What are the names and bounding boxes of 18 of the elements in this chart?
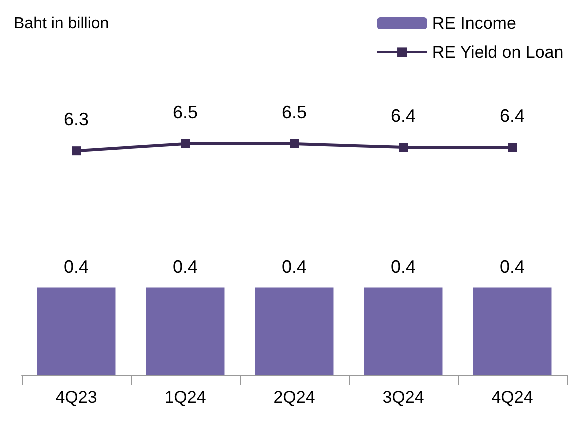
x-tick-label: 3Q24	[382, 388, 424, 407]
x-tick-label: 4Q24	[492, 388, 534, 407]
data-label: 6.4	[500, 106, 526, 126]
data-label: 6.3	[64, 110, 90, 130]
data-label: 0.4	[172, 256, 198, 277]
data-label: 6.5	[172, 102, 198, 122]
legend-label: RE Yield on Loan	[432, 43, 564, 62]
data-label: 6.4	[390, 106, 416, 126]
x-tick-label: 2Q24	[274, 388, 316, 407]
data-label: 0.4	[64, 256, 90, 277]
data-label: 0.4	[282, 256, 308, 277]
x-tick-label: 1Q24	[164, 388, 206, 407]
legend-label: RE Income	[432, 14, 516, 33]
data-label: 6.5	[282, 102, 308, 122]
data-label: 0.4	[500, 256, 526, 277]
data-label: 0.4	[390, 256, 416, 277]
x-tick-label: 4Q23	[56, 388, 98, 407]
y-axis-title: Baht in billion	[14, 16, 110, 32]
